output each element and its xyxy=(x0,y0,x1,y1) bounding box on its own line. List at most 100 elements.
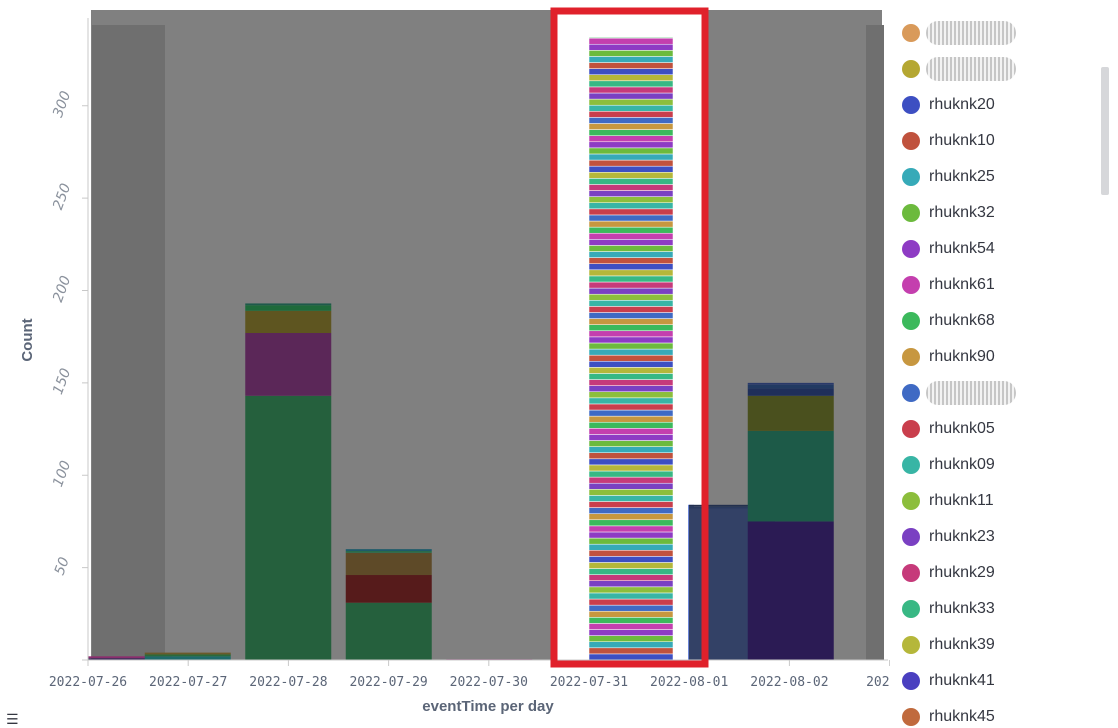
bar-segment[interactable] xyxy=(345,549,432,551)
bar-segment[interactable] xyxy=(588,275,674,283)
bar-segment[interactable] xyxy=(588,104,674,112)
bar-segment[interactable] xyxy=(588,452,674,460)
bar-segment[interactable] xyxy=(245,310,332,333)
bar-segment[interactable] xyxy=(588,629,674,636)
bar-segment[interactable] xyxy=(588,653,674,661)
legend-item[interactable]: rhuknk10 xyxy=(898,127,995,155)
bar-segment[interactable] xyxy=(588,421,674,429)
bar-segment[interactable] xyxy=(588,123,674,130)
bar-segment[interactable] xyxy=(588,287,674,295)
bar-segment[interactable] xyxy=(588,37,674,39)
bar-segment[interactable] xyxy=(588,586,674,594)
bar-segment[interactable] xyxy=(588,354,674,362)
bar-segment[interactable] xyxy=(588,86,674,94)
bar-segment[interactable] xyxy=(588,543,674,551)
legend-item[interactable]: rhuknk68 xyxy=(898,307,995,335)
bar-segment[interactable] xyxy=(588,574,674,581)
bar-segment[interactable] xyxy=(588,531,674,539)
bar-segment[interactable] xyxy=(588,501,674,508)
bar-segment[interactable] xyxy=(588,269,674,277)
bar-segment[interactable] xyxy=(88,656,172,659)
bar-segment[interactable] xyxy=(588,178,674,185)
bar-segment[interactable] xyxy=(588,489,674,496)
bar-segment[interactable] xyxy=(588,306,674,313)
bar-segment[interactable] xyxy=(588,318,674,325)
bar-segment[interactable] xyxy=(588,446,674,453)
bar-segment[interactable] xyxy=(588,220,674,228)
bar-segment[interactable] xyxy=(588,214,674,222)
bar-segment[interactable] xyxy=(588,367,674,374)
bar-segment[interactable] xyxy=(588,641,674,649)
bar-segment[interactable] xyxy=(588,135,674,143)
bar-segment[interactable] xyxy=(588,592,674,600)
legend-item[interactable]: rhuknk39 xyxy=(898,631,995,659)
bar-segment[interactable] xyxy=(588,111,674,118)
bar-segment[interactable] xyxy=(588,342,674,350)
bar-segment[interactable] xyxy=(689,506,775,509)
bar-segment[interactable] xyxy=(747,384,834,389)
legend-item[interactable] xyxy=(898,379,1016,407)
bar-segment[interactable] xyxy=(588,172,674,179)
legend-item[interactable]: rhuknk29 xyxy=(898,559,995,587)
bar-segment[interactable] xyxy=(588,153,674,161)
bar-segment[interactable] xyxy=(588,580,674,588)
legend-item[interactable]: rhuknk20 xyxy=(898,91,995,119)
bar-segment[interactable] xyxy=(245,303,332,306)
bar-segment[interactable] xyxy=(588,239,674,246)
bar-segment[interactable] xyxy=(588,610,674,618)
bar-segment[interactable] xyxy=(588,293,674,301)
legend-item[interactable]: rhuknk45 xyxy=(898,703,995,728)
bar-segment[interactable] xyxy=(588,568,674,575)
bar-segment[interactable] xyxy=(588,165,674,173)
bar-segment[interactable] xyxy=(747,388,834,396)
bar-segment[interactable] xyxy=(588,159,674,167)
bar-segment[interactable] xyxy=(747,395,834,431)
bar-segment[interactable] xyxy=(588,251,674,258)
bar-segment[interactable] xyxy=(588,80,674,88)
bar-segment[interactable] xyxy=(588,391,674,399)
bar-segment[interactable] xyxy=(588,68,674,75)
bar-segment[interactable] xyxy=(144,652,231,655)
bar-segment[interactable] xyxy=(588,397,674,405)
bar-segment[interactable] xyxy=(588,190,674,197)
bar-segment[interactable] xyxy=(588,635,674,642)
bar-segment[interactable] xyxy=(588,598,674,606)
legend-item[interactable]: rhuknk61 xyxy=(898,271,995,299)
bar-segment[interactable] xyxy=(588,409,674,417)
legend-item[interactable]: rhuknk11 xyxy=(898,487,994,515)
bar-segment[interactable] xyxy=(245,395,332,660)
bar-segment[interactable] xyxy=(747,521,834,660)
bar-segment[interactable] xyxy=(588,117,674,124)
bar-segment[interactable] xyxy=(588,43,674,51)
bar-segment[interactable] xyxy=(588,56,674,63)
bar-segment[interactable] xyxy=(588,361,674,368)
bar-segment[interactable] xyxy=(588,519,674,527)
bar-segment[interactable] xyxy=(588,37,674,45)
bar-segment[interactable] xyxy=(588,562,674,569)
bar-segment[interactable] xyxy=(588,537,674,545)
legend-item[interactable]: rhuknk54 xyxy=(898,235,995,263)
bar-segment[interactable] xyxy=(588,470,674,478)
legend-item[interactable]: rhuknk90 xyxy=(898,343,995,371)
bar-segment[interactable] xyxy=(588,513,674,521)
bar-segment[interactable] xyxy=(345,550,432,553)
bar-segment[interactable] xyxy=(345,602,432,660)
bar-segment[interactable] xyxy=(588,226,674,234)
bar-segment[interactable] xyxy=(588,495,674,502)
bar-segment[interactable] xyxy=(588,98,674,106)
bar-segment[interactable] xyxy=(588,476,674,484)
bar-segment[interactable] xyxy=(588,556,674,563)
bar-segment[interactable] xyxy=(588,196,674,203)
bar-segment[interactable] xyxy=(588,50,674,57)
bar-segment[interactable] xyxy=(588,373,674,380)
legend-toggle-icon[interactable]: ☰ xyxy=(6,712,19,728)
legend-scrollbar[interactable] xyxy=(1101,67,1109,195)
bar-segment[interactable] xyxy=(588,428,674,435)
bar-segment[interactable] xyxy=(588,202,674,210)
bar-segment[interactable] xyxy=(588,62,674,69)
bar-segment[interactable] xyxy=(245,305,332,311)
bar-segment[interactable] xyxy=(588,458,674,466)
bar-segment[interactable] xyxy=(588,482,674,490)
bar-segment[interactable] xyxy=(588,617,674,624)
bar-segment[interactable] xyxy=(345,552,432,576)
